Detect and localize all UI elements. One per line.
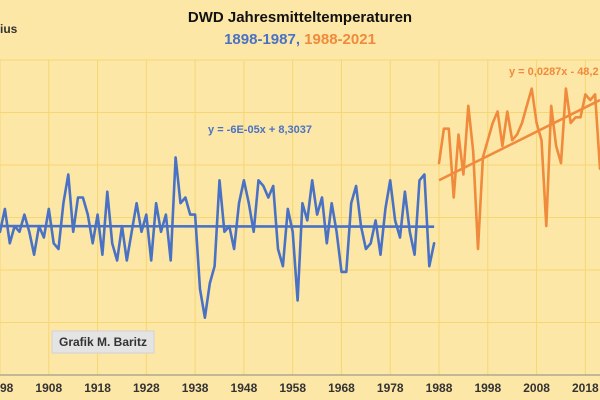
x-tick-label: 1948 xyxy=(231,381,258,395)
x-tick-label: 1998 xyxy=(474,381,501,395)
x-axis-ticks: 1898 1908 1918 1928 1938 1948 1958 1968 1978 1988… xyxy=(0,381,599,395)
subtitle-separator: , xyxy=(296,31,304,48)
subtitle-period2: 1988-2021 xyxy=(304,31,376,48)
series-group xyxy=(0,87,600,320)
x-tick-label: 1918 xyxy=(84,381,111,395)
chart-subtitle: 1898-1987, 1988-2021 xyxy=(224,31,376,48)
x-tick-label: 1968 xyxy=(328,381,355,395)
trend-line-period2 xyxy=(438,98,600,182)
x-tick-label: 1978 xyxy=(377,381,404,395)
subtitle-period1: 1898-1987 xyxy=(224,31,296,48)
x-tick-label: 1898 xyxy=(0,381,14,395)
series-line-period1 xyxy=(0,156,436,320)
x-tick-label: 1908 xyxy=(35,381,62,395)
credit-text: Grafik M. Baritz xyxy=(59,335,147,349)
series-line-period2 xyxy=(437,87,600,251)
trend-equation-period2: y = 0,0287x - 48,2 xyxy=(509,66,599,78)
y-axis-label-fragment: ius xyxy=(0,22,18,36)
x-tick-label: 1928 xyxy=(133,381,160,395)
x-tick-label: 1958 xyxy=(279,381,306,395)
trend-line-period1 xyxy=(0,224,435,228)
credit-box: Grafik M. Baritz xyxy=(51,330,155,354)
chart-title: DWD Jahresmitteltemperaturen xyxy=(188,9,412,26)
x-tick-label: 1988 xyxy=(426,381,453,395)
credit-background xyxy=(51,330,155,354)
x-tick-label: 2008 xyxy=(523,381,550,395)
x-tick-label: 2018 xyxy=(572,381,599,395)
trend-equation-period1: y = -6E-05x + 8,3037 xyxy=(208,124,312,136)
x-tick-label: 1938 xyxy=(182,381,209,395)
